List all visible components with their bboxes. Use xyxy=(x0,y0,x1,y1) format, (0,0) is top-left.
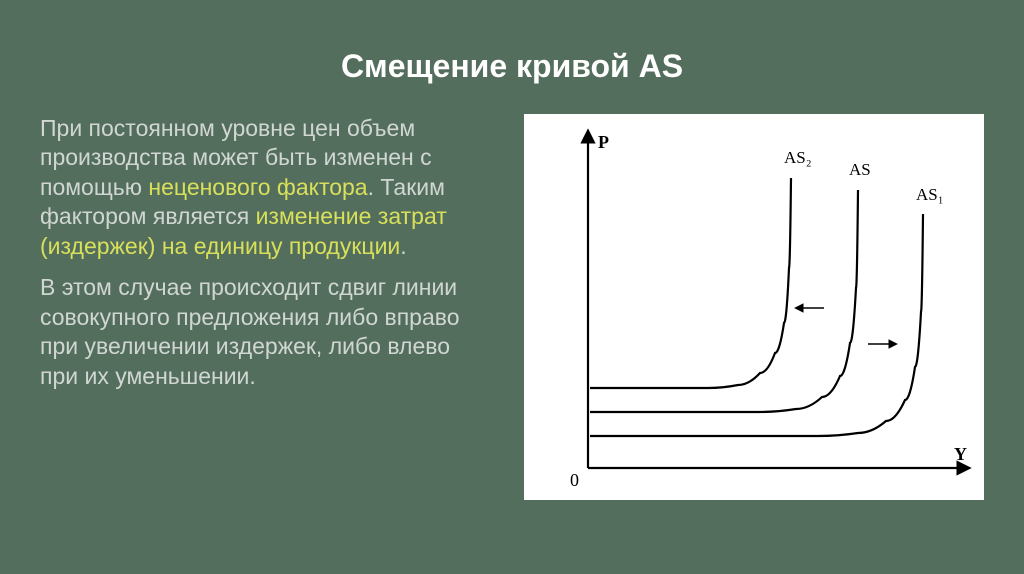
svg-text:0: 0 xyxy=(570,470,579,490)
page-title: Смещение кривой AS xyxy=(0,48,1024,85)
svg-text:AS₁: AS₁ xyxy=(916,185,944,204)
svg-text:Y: Y xyxy=(954,444,967,464)
content-row: При постоянном уровне цен объем производ… xyxy=(40,114,984,500)
svg-text:AS₂: AS₂ xyxy=(784,148,812,167)
as-shift-chart: AS₂ AS AS₁ P Y 0 xyxy=(528,118,980,496)
p1-part-c: . xyxy=(400,233,406,259)
svg-text:P: P xyxy=(598,132,609,152)
p1-highlight-1: неценового фактора xyxy=(148,174,367,200)
paragraph-1: При постоянном уровне цен объем производ… xyxy=(40,114,484,261)
chart-panel: AS₂ AS AS₁ P Y 0 xyxy=(524,114,984,500)
svg-text:AS: AS xyxy=(849,160,871,179)
text-column: При постоянном уровне цен объем производ… xyxy=(40,114,484,403)
paragraph-2: В этом случае происходит сдвиг линии сов… xyxy=(40,273,484,391)
